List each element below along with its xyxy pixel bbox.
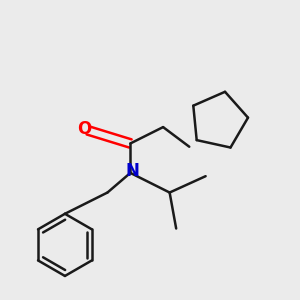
Text: O: O xyxy=(77,120,91,138)
Text: N: N xyxy=(125,162,139,180)
